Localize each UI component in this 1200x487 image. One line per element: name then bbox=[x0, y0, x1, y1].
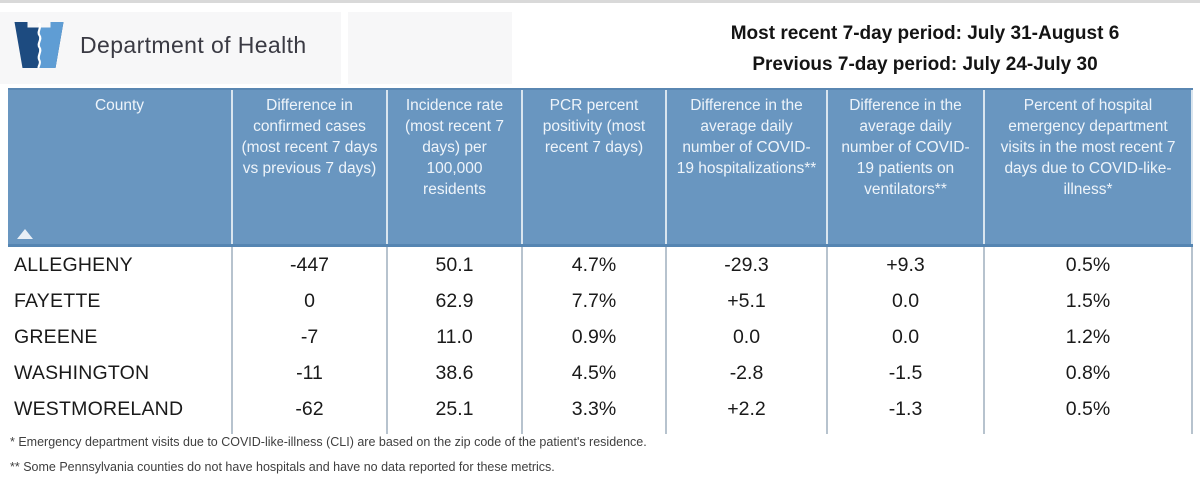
spacer-cell bbox=[523, 427, 667, 434]
window-top-edge bbox=[0, 0, 1200, 3]
spacer-cell bbox=[667, 427, 828, 434]
spacer-cell bbox=[233, 427, 388, 434]
county-cell: WASHINGTON bbox=[8, 355, 233, 391]
data-cell: 4.7% bbox=[523, 247, 667, 283]
table-row[interactable]: GREENE -7 11.0 0.9% 0.0 0.0 1.2% bbox=[8, 319, 1193, 355]
data-cell: 0.5% bbox=[985, 391, 1193, 427]
data-cell: +9.3 bbox=[828, 247, 985, 283]
data-cell: 0.0 bbox=[828, 283, 985, 319]
footnotes: * Emergency department visits due to COV… bbox=[10, 430, 647, 480]
county-cell: ALLEGHENY bbox=[8, 247, 233, 283]
agency-title: Department of Health bbox=[80, 32, 307, 58]
county-cell: FAYETTE bbox=[8, 283, 233, 319]
column-header-pcr-positivity[interactable]: PCR percent positivity (most recent 7 da… bbox=[523, 90, 667, 244]
sort-ascending-icon bbox=[17, 229, 33, 239]
data-cell: 38.6 bbox=[388, 355, 523, 391]
column-header-diff-hospitalizations[interactable]: Difference in the average daily number o… bbox=[667, 90, 828, 244]
data-cell: -2.8 bbox=[667, 355, 828, 391]
column-header-incidence-rate[interactable]: Incidence rate (most recent 7 days) per … bbox=[388, 90, 523, 244]
spacer-cell bbox=[828, 427, 985, 434]
data-cell: 1.5% bbox=[985, 283, 1193, 319]
column-header-diff-confirmed-cases[interactable]: Difference in confirmed cases (most rece… bbox=[233, 90, 388, 244]
data-cell: -7 bbox=[233, 319, 388, 355]
spacer-cell bbox=[985, 427, 1193, 434]
column-header-label: Difference in confirmed cases (most rece… bbox=[241, 97, 378, 177]
footnote-cli: * Emergency department visits due to COV… bbox=[10, 435, 647, 449]
data-cell: 0.9% bbox=[523, 319, 667, 355]
data-cell: 3.3% bbox=[523, 391, 667, 427]
table-header-row: County Difference in confirmed cases (mo… bbox=[8, 88, 1193, 247]
data-cell: -11 bbox=[233, 355, 388, 391]
data-cell: -29.3 bbox=[667, 247, 828, 283]
table-row[interactable]: ALLEGHENY -447 50.1 4.7% -29.3 +9.3 0.5% bbox=[8, 247, 1193, 283]
column-header-county[interactable]: County bbox=[8, 90, 233, 244]
table-body: ALLEGHENY -447 50.1 4.7% -29.3 +9.3 0.5%… bbox=[8, 247, 1193, 434]
data-cell: 0.5% bbox=[985, 247, 1193, 283]
column-header-ed-visits-cli[interactable]: Percent of hospital emergency department… bbox=[985, 90, 1193, 244]
data-cell: -447 bbox=[233, 247, 388, 283]
data-cell: 0.0 bbox=[828, 319, 985, 355]
data-cell: -1.5 bbox=[828, 355, 985, 391]
column-header-label: Incidence rate (most recent 7 days) per … bbox=[404, 97, 505, 198]
data-cell: +2.2 bbox=[667, 391, 828, 427]
reporting-periods: Most recent 7-day period: July 31-August… bbox=[690, 18, 1160, 80]
footnote-no-hospitals: ** Some Pennsylvania counties do not hav… bbox=[10, 460, 555, 474]
pa-keystone-health-logo-icon bbox=[14, 22, 64, 69]
previous-period-label: Previous 7-day period: July 24-July 30 bbox=[752, 54, 1098, 75]
banner-background-right bbox=[348, 12, 512, 84]
data-cell: -1.3 bbox=[828, 391, 985, 427]
column-header-label: Difference in the average daily number o… bbox=[841, 97, 970, 198]
data-cell: 7.7% bbox=[523, 283, 667, 319]
data-cell: +5.1 bbox=[667, 283, 828, 319]
data-cell: -62 bbox=[233, 391, 388, 427]
column-header-label: County bbox=[94, 97, 145, 114]
data-cell: 11.0 bbox=[388, 319, 523, 355]
spacer-cell bbox=[8, 427, 233, 434]
data-cell: 4.5% bbox=[523, 355, 667, 391]
header-banner: Department of Health Most recent 7-day p… bbox=[0, 3, 1200, 88]
county-cell: WESTMORELAND bbox=[8, 391, 233, 427]
data-cell: 1.2% bbox=[985, 319, 1193, 355]
most-recent-period-label: Most recent 7-day period: July 31-August… bbox=[730, 23, 1120, 44]
data-cell: 62.9 bbox=[388, 283, 523, 319]
table-row[interactable]: WESTMORELAND -62 25.1 3.3% +2.2 -1.3 0.5… bbox=[8, 391, 1193, 427]
table-row-spacer bbox=[8, 427, 1193, 434]
column-header-diff-ventilators[interactable]: Difference in the average daily number o… bbox=[828, 90, 985, 244]
column-header-label: PCR percent positivity (most recent 7 da… bbox=[542, 97, 646, 156]
county-cell: GREENE bbox=[8, 319, 233, 355]
data-cell: 25.1 bbox=[388, 391, 523, 427]
data-cell: 0.0 bbox=[667, 319, 828, 355]
column-header-label: Percent of hospital emergency department… bbox=[1000, 97, 1176, 198]
data-cell: 0.8% bbox=[985, 355, 1193, 391]
county-metrics-table: County Difference in confirmed cases (mo… bbox=[8, 88, 1193, 434]
column-header-label: Difference in the average daily number o… bbox=[676, 97, 817, 177]
table-row[interactable]: WASHINGTON -11 38.6 4.5% -2.8 -1.5 0.8% bbox=[8, 355, 1193, 391]
table-row[interactable]: FAYETTE 0 62.9 7.7% +5.1 0.0 1.5% bbox=[8, 283, 1193, 319]
spacer-cell bbox=[388, 427, 523, 434]
data-cell: 0 bbox=[233, 283, 388, 319]
data-cell: 50.1 bbox=[388, 247, 523, 283]
